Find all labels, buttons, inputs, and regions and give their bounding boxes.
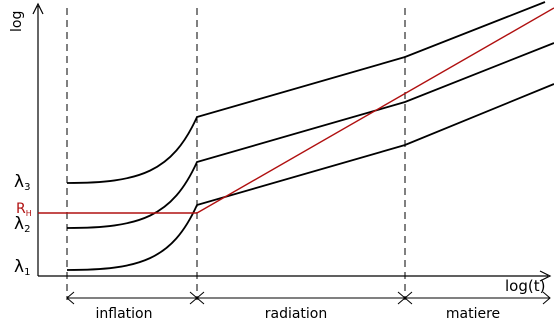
hubble-radius [38,7,554,214]
y-axis-label: log [9,11,25,32]
label-lambda2: λ2 [14,214,30,235]
label-lambda3: λ3 [14,172,30,193]
curve-lambda1 [66,83,554,271]
hubble-rising-segment [196,7,554,214]
x-axis-label: log(t) [505,277,545,295]
era-label-radiation: radiation [265,306,328,322]
arrow-matter-start [404,291,413,305]
arrow-radiation-start [196,291,205,305]
arrow-matter-end [542,291,551,305]
axes [32,2,552,282]
label-lambda1: λ1 [14,257,30,278]
era-label-matter: matiere [446,306,500,322]
era-label-inflation: inflation [96,306,153,322]
era-span-arrows [66,291,551,305]
y-axis-arrowhead [32,2,44,15]
label-hubble-radius: RH [16,201,32,218]
era-boundaries [66,8,406,300]
curve-lambda2 [66,42,554,229]
arrow-left-start [66,291,75,305]
wavelength-curves [66,1,554,271]
x-axis-arrowhead [539,270,552,282]
curve-lambda3 [66,1,546,184]
